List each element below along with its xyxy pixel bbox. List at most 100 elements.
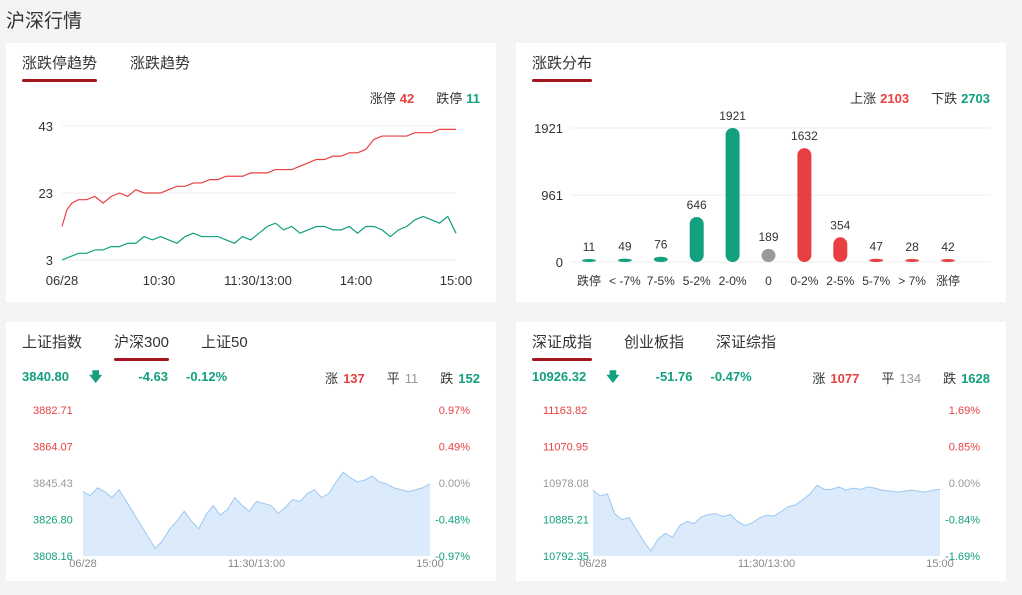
tab-sse50[interactable]: 上证50 <box>201 334 248 351</box>
x-tick-label: 2-5% <box>826 274 854 288</box>
index-line <box>82 471 431 550</box>
legend-up-value: 42 <box>399 91 415 106</box>
limit-up-line <box>61 128 456 227</box>
x-tick-label: 11:30/13:00 <box>228 558 285 570</box>
sz-pct: -0.47% <box>710 369 752 384</box>
sh-change: -4.63 <box>138 369 169 384</box>
bar <box>869 258 884 262</box>
bar-value-label: 28 <box>905 240 919 254</box>
y-tick-label: 3808.16 <box>33 551 73 563</box>
sh-index-panel: 上证指数 沪深300 上证50 3840.80 🡇 -4.63 -0.12% 涨 137… <box>6 322 496 581</box>
bar-value-label: 49 <box>618 240 632 254</box>
y-tick-label: 43 <box>39 119 53 134</box>
y-tick-label: 11163.82 <box>543 405 587 417</box>
page-title: 沪深行情 <box>6 11 83 32</box>
x-tick-label: 06/28 <box>579 558 607 570</box>
arrow-down-icon: 🡇 <box>606 369 620 384</box>
y-tick-label: 1921 <box>534 121 563 136</box>
bar <box>833 237 848 262</box>
x-tick-label: 5-2% <box>683 274 711 288</box>
sh-up-label: 涨 <box>325 371 339 386</box>
x-tick-label: 0 <box>765 274 772 288</box>
bar <box>761 248 776 262</box>
sh-up-value: 137 <box>343 371 365 386</box>
legend-down-label: 跌停 <box>436 91 463 106</box>
bar <box>689 216 704 262</box>
x-tick-label: 11:30/13:00 <box>738 558 795 570</box>
bar <box>905 259 920 262</box>
bar <box>582 259 596 262</box>
sh-flat-label: 平 <box>386 371 400 386</box>
tab-sh-composite[interactable]: 上证指数 <box>22 334 83 351</box>
bar-value-label: 189 <box>758 230 778 244</box>
bar-value-label: 11 <box>583 240 596 254</box>
y-pct-label: 0.00% <box>949 478 980 490</box>
distribution-panel: 涨跌分布 上涨 2103 下跌 2703 0 961 1921 11 跌停 49 < -7% 76 7… <box>516 43 1006 302</box>
sh-breadth: 涨 137 平 11 跌 152 <box>325 368 480 387</box>
bar-value-label: 354 <box>830 218 850 232</box>
y-tick-label: 3826.80 <box>33 515 73 527</box>
legend-up-label: 涨停 <box>369 91 396 106</box>
bar-value-label: 1921 <box>719 109 746 123</box>
sz-flat-value: 134 <box>899 371 922 386</box>
y-pct-label: 0.49% <box>439 442 470 454</box>
sh-down-value: 152 <box>458 371 480 386</box>
y-tick-label: 10978.08 <box>543 478 589 490</box>
distribution-chart: 0 961 1921 11 跌停 49 < -7% 76 7-5% 646 5-2% 1921 2-0%… <box>534 109 991 288</box>
y-pct-label: 0.00% <box>439 478 470 490</box>
x-tick-label: 06/28 <box>46 273 79 288</box>
y-pct-label: -1.69% <box>945 551 980 563</box>
bar <box>617 258 632 262</box>
x-tick-label: > 7% <box>898 274 926 288</box>
x-tick-label: < -7% <box>609 274 641 288</box>
sz-index-chart: 11163.82 11070.95 10978.08 10885.21 10792.35… <box>543 405 980 570</box>
x-tick-label: 11:30/13:00 <box>224 273 292 288</box>
y-tick-label: 3 <box>46 253 53 268</box>
x-tick-label: 06/28 <box>69 558 97 570</box>
sz-down-value: 1628 <box>961 371 990 386</box>
tab-csi300[interactable]: 沪深300 <box>114 331 170 361</box>
limit-trend-panel: 涨跌停趋势 涨跌趋势 涨停 42 跌停 11 3 23 43 06/28 10:30 11:30… <box>6 43 496 302</box>
bar-value-label: 47 <box>870 240 884 254</box>
limit-trend-chart: 3 23 43 06/28 10:30 11:30/13:00 14:00 15:00 <box>39 119 473 288</box>
x-tick-label: 14:00 <box>340 273 373 288</box>
tab-sz-component[interactable]: 深证成指 <box>532 331 593 361</box>
x-tick-label: 0-2% <box>790 274 818 288</box>
bar <box>941 259 955 262</box>
legend-rise-value: 2103 <box>880 91 910 106</box>
y-pct-label: 0.97% <box>439 405 470 417</box>
distribution-legend: 上涨 2103 下跌 2703 <box>850 88 990 107</box>
y-tick-label: 0 <box>556 255 563 270</box>
tab-distribution[interactable]: 涨跌分布 <box>532 52 593 82</box>
sz-down-label: 跌 <box>943 371 957 386</box>
limit-legend: 涨停 42 跌停 11 <box>370 88 480 107</box>
tab-chinext[interactable]: 创业板指 <box>624 334 685 351</box>
x-tick-label: 跌停 <box>577 273 601 288</box>
bar <box>725 128 740 262</box>
tab-limit-trend[interactable]: 涨跌停趋势 <box>22 52 98 82</box>
y-pct-label: -0.48% <box>435 515 470 527</box>
sh-pct: -0.12% <box>186 369 228 384</box>
y-tick-label: 3845.43 <box>33 478 73 490</box>
y-tick-label: 961 <box>541 188 563 203</box>
bar <box>797 148 812 262</box>
sz-up-label: 涨 <box>812 371 826 386</box>
legend-fall-value: 2703 <box>961 91 990 106</box>
tab-sz-composite[interactable]: 深证综指 <box>716 334 777 351</box>
y-pct-label: -0.97% <box>435 551 470 563</box>
sh-quote: 3840.80 🡇 -4.63 -0.12% <box>22 368 245 390</box>
tab-updown-trend[interactable]: 涨跌趋势 <box>130 55 191 72</box>
y-pct-label: 0.85% <box>949 442 980 454</box>
x-tick-label: 涨停 <box>936 273 960 288</box>
x-tick-label: 15:00 <box>440 273 473 288</box>
sz-breadth: 涨 1077 平 134 跌 1628 <box>812 368 990 387</box>
x-tick-label: 15:00 <box>416 558 444 570</box>
sz-change: -51.76 <box>655 369 693 384</box>
sz-price: 10926.32 <box>532 369 587 384</box>
bar-value-label: 76 <box>654 238 668 252</box>
index-line <box>592 484 941 552</box>
y-tick-label: 23 <box>39 186 53 201</box>
sz-up-value: 1077 <box>830 371 860 386</box>
y-tick-label: 3864.07 <box>33 442 73 454</box>
sz-quote: 10926.32 🡇 -51.76 -0.47% <box>532 368 770 390</box>
